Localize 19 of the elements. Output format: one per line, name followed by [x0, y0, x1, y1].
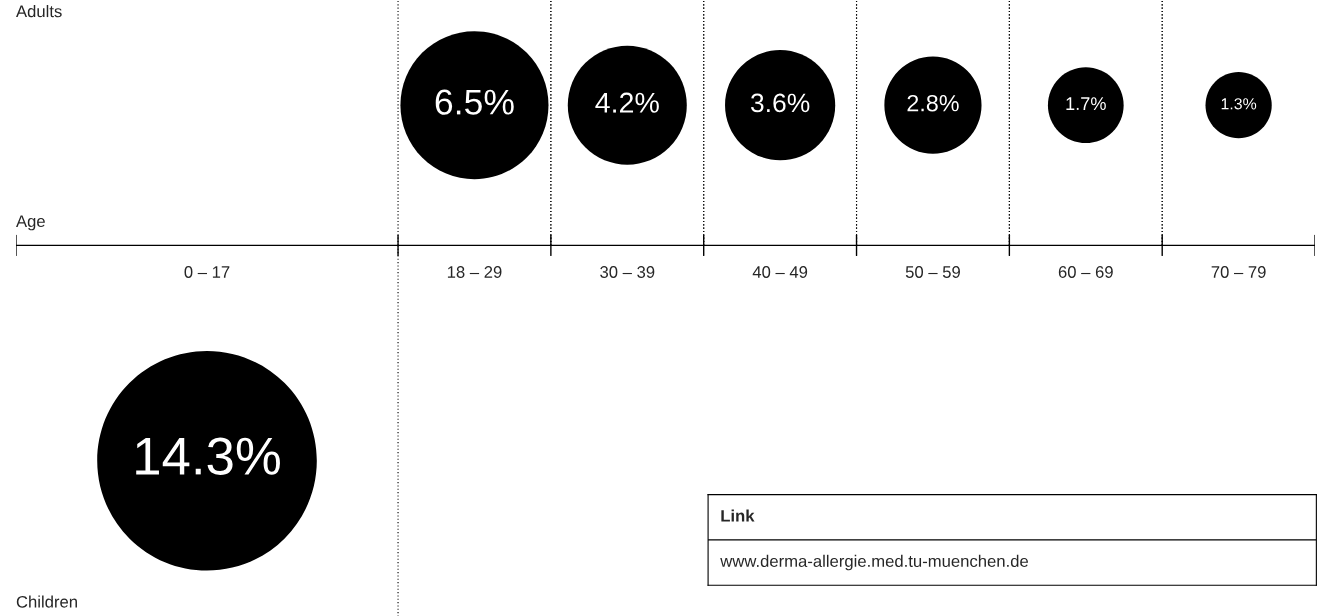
text: www.derma-allergie.med.tu-muenchen.de — [720, 554, 1028, 571]
data-label: 3.6% — [750, 93, 810, 113]
text: Adults — [16, 5, 62, 18]
category-label: 60 – 69 — [1058, 266, 1113, 278]
data-label: 14.3% — [136, 437, 280, 475]
data-label: 1.3% — [1221, 98, 1257, 110]
text: Link — [721, 509, 755, 522]
text: Children — [16, 595, 77, 608]
data-label: 4.2% — [595, 92, 659, 113]
category-label: 30 – 39 — [600, 266, 655, 278]
category-label: 50 – 59 — [905, 266, 960, 278]
data-label: 6.5% — [435, 89, 514, 115]
data-label: 2.8% — [907, 94, 959, 112]
category-label: 18 – 29 — [447, 266, 502, 278]
category-label: 40 – 49 — [752, 266, 808, 278]
category-label: 0 – 17 — [184, 266, 230, 278]
data-label: 1.7% — [1066, 97, 1106, 110]
text: Age — [16, 215, 45, 231]
category-label: 70 – 79 — [1211, 266, 1266, 278]
